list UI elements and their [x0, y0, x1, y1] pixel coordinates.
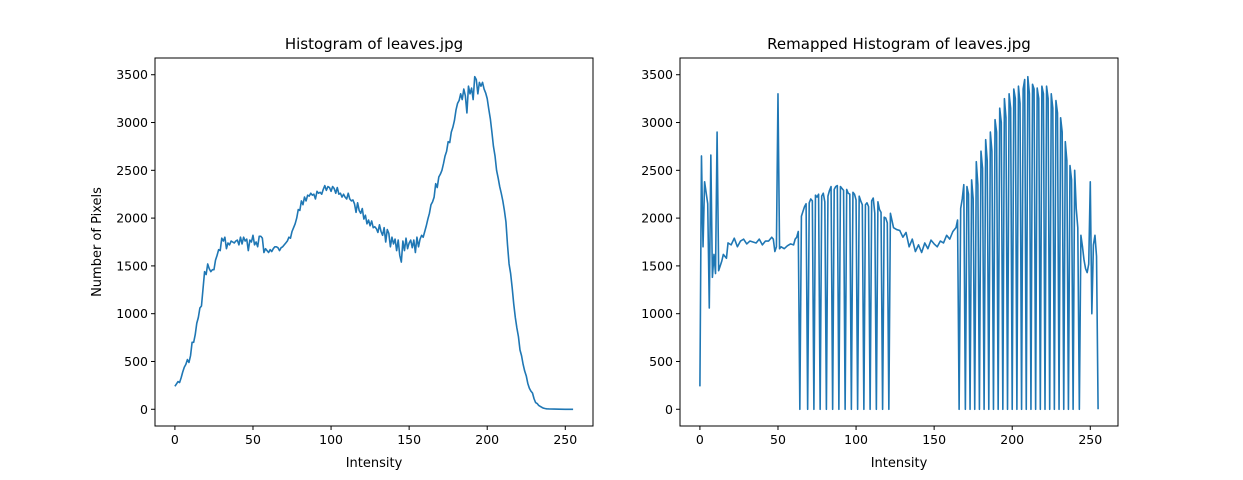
left-x-tick-label: 0 — [171, 432, 179, 447]
left-y-tick-label: 1500 — [116, 258, 148, 273]
left-y-axis: 0 500 1000 1500 2000 2500 3000 3500 — [116, 67, 155, 417]
right-plot-frame — [679, 57, 1119, 427]
right-x-tick-label: 150 — [922, 432, 946, 447]
left-x-tick-label: 50 — [245, 432, 261, 447]
left-plot-frame — [154, 57, 594, 427]
right-y-tick-label: 1000 — [641, 306, 673, 321]
right-x-axis-label: Intensity — [871, 456, 928, 471]
left-y-axis-label: Number of Pixels — [90, 187, 105, 297]
left-y-tick-label: 0 — [140, 402, 148, 417]
left-y-tick-label: 3500 — [116, 67, 148, 82]
right-y-tick-label: 2000 — [641, 211, 673, 226]
right-x-tick-label: 50 — [770, 432, 786, 447]
right-y-tick-label: 3500 — [641, 67, 673, 82]
left-x-tick-label: 250 — [553, 432, 577, 447]
right-x-tick-label: 200 — [1000, 432, 1024, 447]
right-x-tick-label: 100 — [844, 432, 868, 447]
right-y-tick-label: 500 — [649, 354, 673, 369]
left-x-axis-label: Intensity — [346, 456, 403, 471]
left-y-tick-label: 2000 — [116, 211, 148, 226]
left-y-tick-label: 2500 — [116, 163, 148, 178]
right-y-axis: 0 500 1000 1500 2000 2500 3000 3500 — [641, 67, 680, 417]
left-y-tick-label: 500 — [124, 354, 148, 369]
left-x-tick-label: 200 — [475, 432, 499, 447]
right-series-line — [699, 75, 1099, 411]
right-x-tick-label: 250 — [1078, 432, 1102, 447]
left-x-axis: 0 50 100 150 200 250 — [171, 426, 577, 447]
right-x-tick-label: 0 — [696, 432, 704, 447]
right-chart-title: Remapped Histogram of leaves.jpg — [767, 35, 1031, 53]
left-chart-title: Histogram of leaves.jpg — [285, 35, 463, 53]
right-x-axis: 0 50 100 150 200 250 — [696, 426, 1102, 447]
right-chart: Remapped Histogram of leaves.jpg 0 50 100 1… — [641, 35, 1119, 471]
right-y-tick-label: 3000 — [641, 115, 673, 130]
right-y-tick-label: 0 — [665, 402, 673, 417]
left-y-tick-label: 3000 — [116, 115, 148, 130]
left-x-tick-label: 100 — [319, 432, 343, 447]
left-chart: Histogram of leaves.jpg 0 50 100 150 200 250 … — [90, 35, 594, 471]
right-y-tick-label: 1500 — [641, 258, 673, 273]
left-x-tick-label: 150 — [397, 432, 421, 447]
right-y-tick-label: 2500 — [641, 163, 673, 178]
left-y-tick-label: 1000 — [116, 306, 148, 321]
left-series-line — [174, 75, 574, 411]
